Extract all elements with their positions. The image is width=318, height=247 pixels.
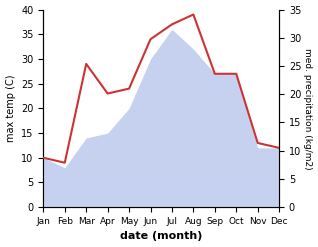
Y-axis label: max temp (C): max temp (C) <box>5 75 16 142</box>
X-axis label: date (month): date (month) <box>120 231 203 242</box>
Y-axis label: med. precipitation (kg/m2): med. precipitation (kg/m2) <box>303 48 313 169</box>
